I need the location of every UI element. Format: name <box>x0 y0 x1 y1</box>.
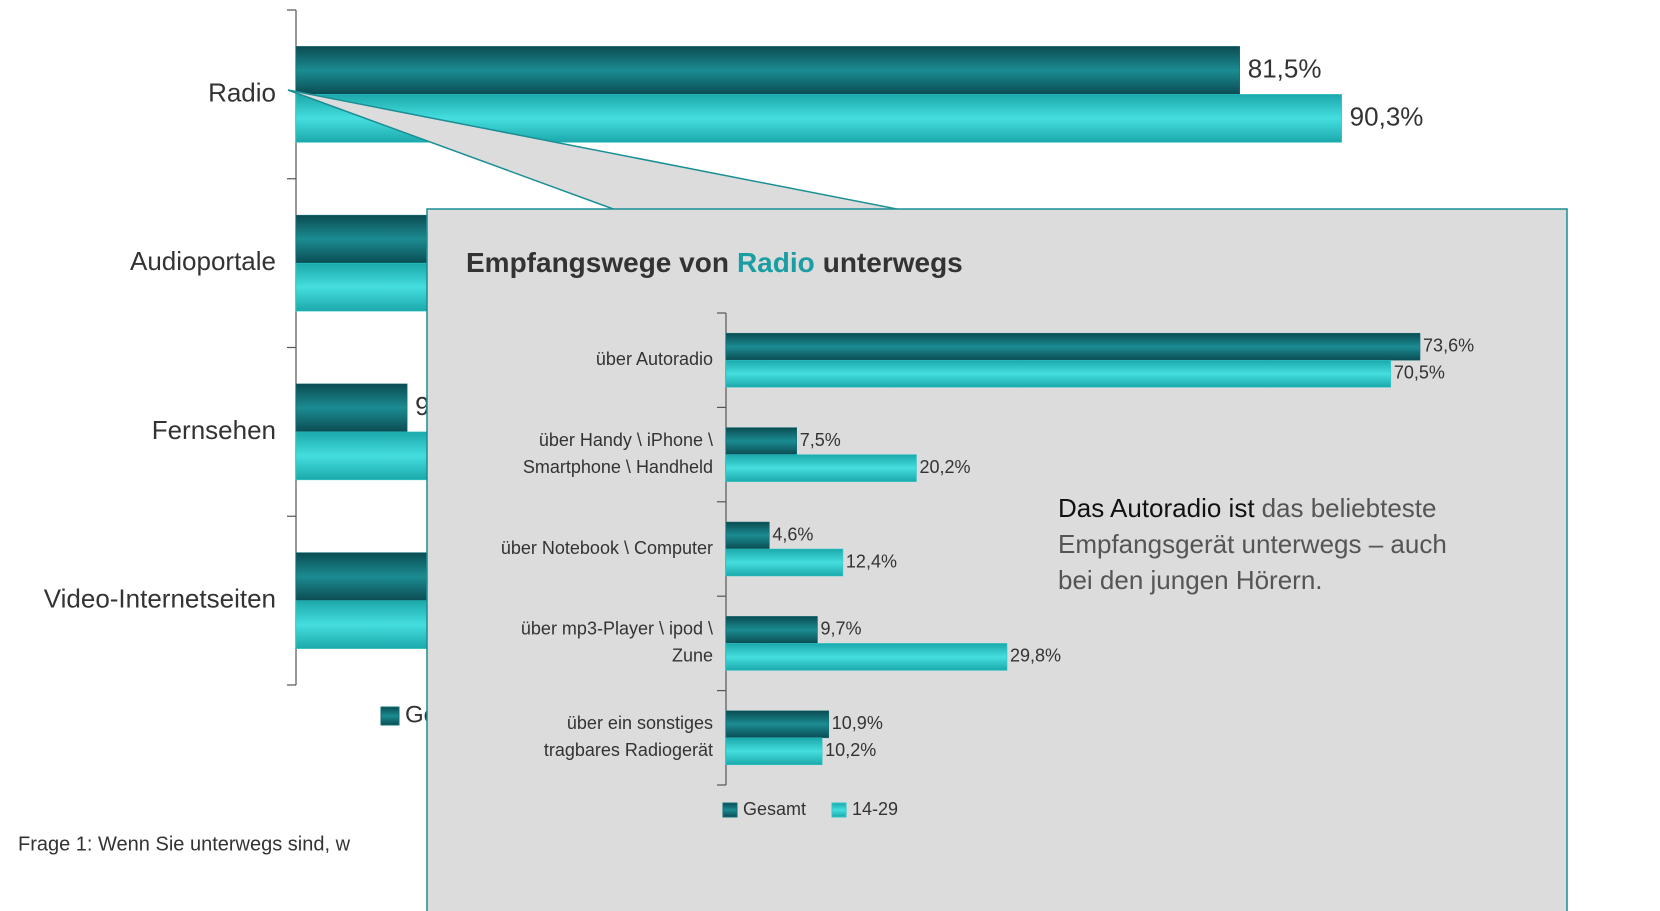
bar <box>725 737 823 766</box>
annotation: Das Autoradio ist das beliebteste <box>1058 493 1436 523</box>
category-label: über ein sonstiges <box>567 713 713 733</box>
bar <box>725 454 917 482</box>
value-label: 81,5% <box>1248 53 1322 83</box>
category-label: Video-Internetseiten <box>44 584 276 614</box>
category-label: Radio <box>208 77 276 107</box>
bar <box>725 616 818 644</box>
inset-title: Empfangswege von Radio unterwegs <box>466 247 963 278</box>
category-label: Audioportale <box>130 246 276 276</box>
legend-label: Gesamt <box>743 799 806 819</box>
legend-swatch <box>831 802 847 818</box>
bar <box>725 332 1421 361</box>
category-label: über Handy \ iPhone \ <box>539 430 713 450</box>
value-label: 10,2% <box>825 740 876 760</box>
bar <box>295 46 1241 95</box>
value-label: 20,2% <box>919 457 970 477</box>
annotation-part: Das Autoradio ist <box>1058 493 1255 523</box>
inset-panel <box>426 208 1568 911</box>
value-label: 4,6% <box>772 524 813 544</box>
title-part: unterwegs <box>823 247 963 278</box>
annotation-part: bei den jungen Hörern. <box>1058 565 1323 595</box>
value-label: 70,5% <box>1394 362 1445 382</box>
value-label: 73,6% <box>1423 335 1474 355</box>
category-label: tragbares Radiogerät <box>544 740 713 760</box>
value-label: 12,4% <box>846 551 897 571</box>
bar <box>725 710 830 739</box>
annotation: bei den jungen Hörern. <box>1058 565 1323 595</box>
bar <box>725 427 797 455</box>
annotation-part: Empfangsgerät unterwegs – auch <box>1058 529 1447 559</box>
category-label: über Notebook \ Computer <box>501 538 713 558</box>
value-label: 9,7% <box>820 619 861 639</box>
title-part: Empfangswege von <box>466 247 729 278</box>
category-label: Zune <box>672 646 713 666</box>
legend-swatch <box>380 706 400 726</box>
annotation: Empfangsgerät unterwegs – auch <box>1058 529 1447 559</box>
title-part: Radio <box>737 247 815 278</box>
category-label: Fernsehen <box>152 415 276 445</box>
value-label: 10,9% <box>832 713 883 733</box>
value-label: 90,3% <box>1350 101 1424 131</box>
callout-line <box>287 89 617 211</box>
annotation-part: das beliebteste <box>1262 493 1437 523</box>
category-label: über mp3-Player \ ipod \ <box>521 619 713 639</box>
value-label: 29,8% <box>1010 646 1061 666</box>
category-label: über Autoradio <box>596 349 713 369</box>
category-label: Smartphone \ Handheld <box>523 457 713 477</box>
value-label: 7,5% <box>800 430 841 450</box>
bar <box>725 643 1008 671</box>
bar <box>725 548 844 577</box>
callout-line <box>287 89 903 211</box>
bar <box>295 383 408 433</box>
legend-label: 14-29 <box>852 799 898 819</box>
footnote: Frage 1: Wenn Sie unterwegs sind, w <box>18 833 351 855</box>
bar <box>725 521 770 550</box>
legend-swatch <box>722 802 738 818</box>
bar <box>725 359 1392 388</box>
